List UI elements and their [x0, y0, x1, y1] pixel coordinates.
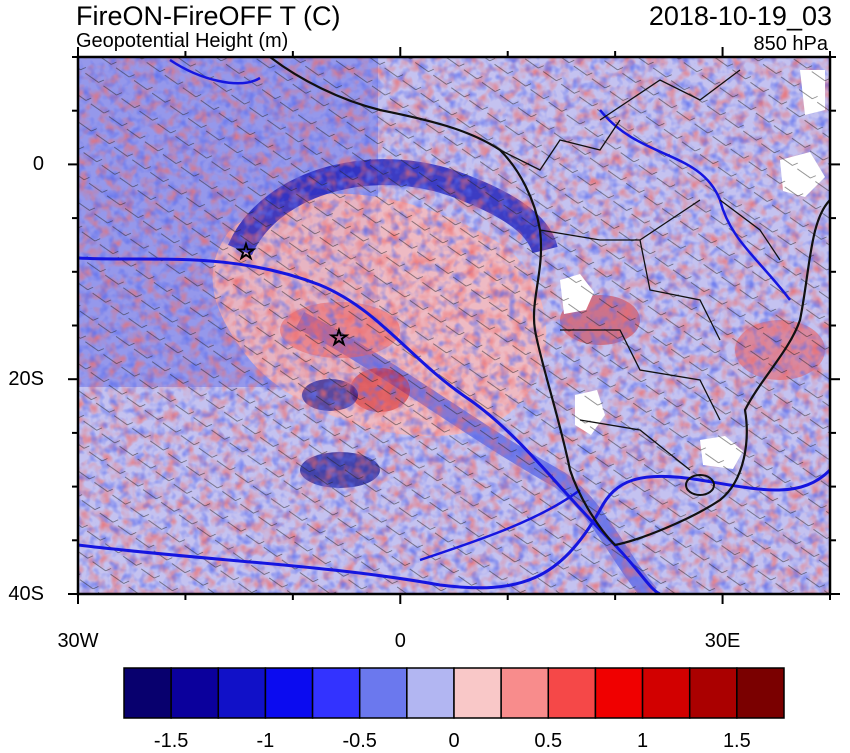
height-contour [78, 468, 830, 590]
colorbar-label: -1.5 [153, 730, 189, 752]
colorbar-label: 0 [448, 730, 460, 752]
axis-ticks [68, 47, 840, 604]
coastline [269, 57, 830, 547]
colorbar-swatch [406, 667, 455, 719]
height-contour [419, 488, 581, 562]
colorbar-swatch [688, 667, 738, 719]
pressure-level-label: 850 hPa [753, 33, 828, 55]
colorbar [123, 667, 785, 719]
plot-subtitle: Geopotential Height (m) [76, 30, 289, 52]
country-border [685, 474, 715, 496]
x-tick-label: 30E [704, 630, 741, 652]
colorbar-swatch [547, 667, 597, 719]
x-tick-label: 0 [394, 630, 406, 652]
colorbar-swatch [358, 667, 408, 719]
height-contour [169, 58, 791, 301]
colorbar-label: 0.5 [534, 730, 563, 752]
colorbar-swatch [311, 667, 361, 719]
y-tick-label: 20S [8, 368, 44, 391]
y-tick-label: 40S [8, 583, 44, 605]
colorbar-swatch [170, 667, 220, 719]
colorbar-swatch [641, 667, 691, 719]
map-field: ☆ ☆ [78, 57, 830, 594]
timestamp-label: 2018-10-19_03 [648, 1, 832, 31]
colorbar-label: 1 [637, 730, 649, 752]
y-tick-label: 0 [32, 153, 44, 176]
colorbar-swatch [500, 667, 550, 719]
colorbar-swatch [217, 667, 267, 719]
colorbar-label: -0.5 [342, 730, 377, 752]
colorbar-swatch [264, 667, 314, 719]
colorbar-swatch [736, 667, 785, 719]
colorbar-label: 1.5 [722, 730, 751, 752]
colorbar-swatch [453, 667, 502, 719]
colorbar-swatch [594, 667, 644, 719]
colorbar-swatch [123, 667, 172, 719]
star-marker: ☆ [236, 240, 256, 265]
plot-title: FireON-FireOFF T (C) [76, 1, 341, 31]
country-borders [499, 69, 781, 471]
colorbar-label: -1 [256, 730, 275, 752]
wind-barbs [78, 57, 830, 594]
x-tick-label: 30W [57, 630, 99, 652]
star-marker: ☆ [329, 326, 349, 351]
